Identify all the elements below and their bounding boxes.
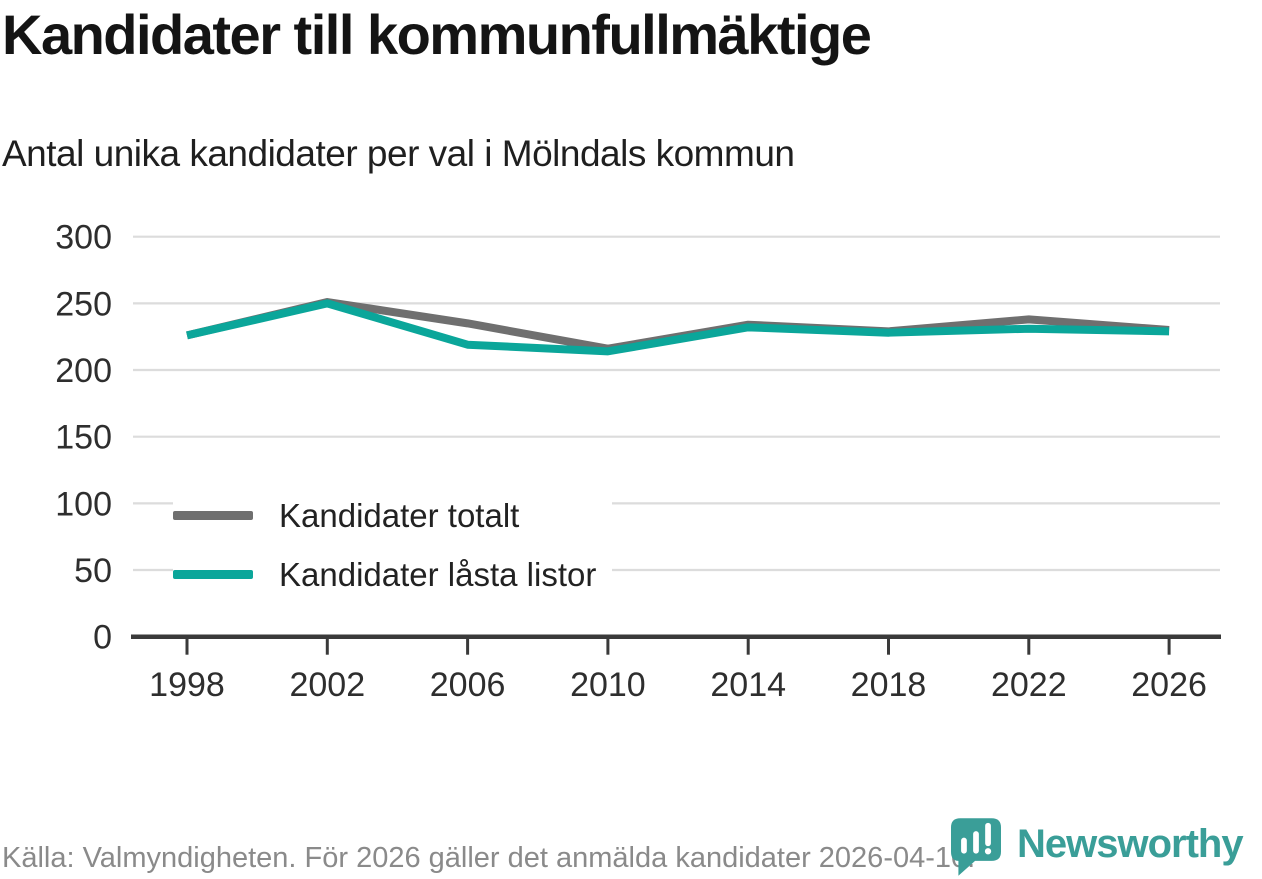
y-tick-label-0: 0 (93, 619, 112, 657)
legend-item-lasta-listor: Kandidater låsta listor (173, 552, 613, 597)
y-tick-label-200: 200 (55, 352, 112, 390)
source-note: Källa: Valmyndigheten. För 2026 gäller d… (2, 842, 976, 874)
y-tick-label-300: 300 (55, 219, 112, 257)
newsworthy-logo-text: Newsworthy (1017, 822, 1244, 866)
newsworthy-logo: Newsworthy (951, 818, 1244, 876)
x-tick-label-2022: 2022 (991, 666, 1067, 704)
x-tick-label-2018: 2018 (851, 666, 927, 704)
legend-label-lasta-listor: Kandidater låsta listor (279, 555, 597, 593)
legend-label-totalt: Kandidater totalt (279, 497, 520, 534)
y-tick-label-100: 100 (55, 485, 112, 523)
legend-swatch-totalt (173, 511, 253, 521)
y-tick-label-150: 150 (55, 419, 112, 457)
legend-swatch-lasta-listor (173, 569, 253, 579)
y-tick-label-50: 50 (74, 552, 112, 590)
chart-title: Kandidater till kommunfullmäktige (2, 3, 872, 66)
chart-subtitle: Antal unika kandidater per val i Mölndal… (2, 133, 795, 174)
x-tick-label-2014: 2014 (710, 666, 786, 704)
x-tick-label-2026: 2026 (1131, 666, 1207, 704)
chart-legend: Kandidater totalt Kandidater låsta listo… (173, 494, 613, 597)
x-tick-label-1998: 1998 (149, 666, 225, 704)
newsworthy-pin-chart-icon (951, 818, 1001, 876)
series-line-1 (186, 299, 1170, 356)
x-tick-label-2006: 2006 (430, 666, 506, 704)
y-tick-label-250: 250 (55, 285, 112, 323)
x-tick-label-2002: 2002 (289, 666, 365, 704)
x-tick-label-2010: 2010 (570, 666, 646, 704)
legend-item-totalt: Kandidater totalt (173, 494, 613, 538)
